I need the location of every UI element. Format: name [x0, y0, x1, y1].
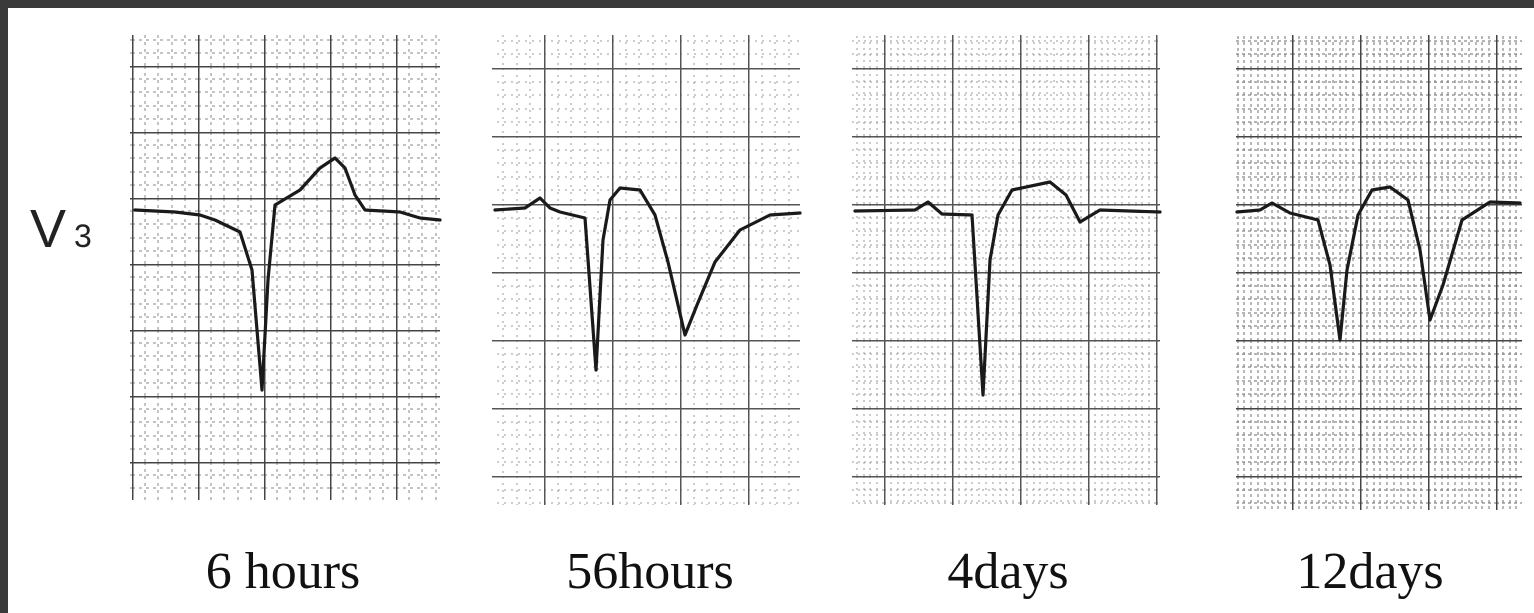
page: V 3 6 hours 56hours 4days 12days (() => …: [0, 0, 1534, 613]
panel-label: 56hours: [566, 543, 734, 600]
ecg-grid: [852, 35, 1160, 505]
ecg-grid: [1236, 35, 1522, 510]
figure: V 3 6 hours 56hours 4days 12days: [0, 0, 1534, 613]
ecg-grid: [130, 35, 440, 500]
lead-subscript: 3: [74, 218, 92, 254]
lead-name: V: [30, 199, 66, 259]
panel-label: 6 hours: [206, 543, 361, 600]
panel-label: 4days: [947, 543, 1068, 600]
panel-label: 12days: [1296, 543, 1443, 600]
ecg-grid: [492, 35, 800, 505]
